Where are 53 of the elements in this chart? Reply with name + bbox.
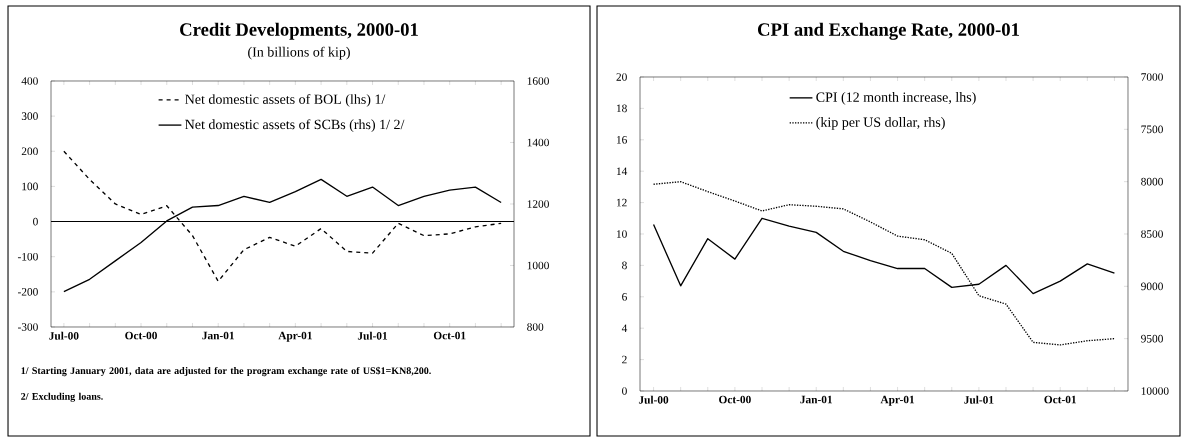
y-tick-label: 14	[616, 167, 628, 175]
y2-tick-label: 1000	[527, 261, 549, 270]
y-tick-label: -100	[17, 252, 38, 261]
legend-label: Net domestic assets of BOL (lhs) 1/	[185, 93, 386, 107]
y2-tick-label: 7500	[1141, 125, 1163, 134]
line-series	[652, 180, 1116, 346]
x-tick-label: Jul-01	[357, 331, 388, 340]
y-tick-label: 20	[616, 73, 627, 81]
x-tick-label: Jul-01	[964, 395, 994, 404]
y-tick-label: 18	[616, 104, 627, 113]
x-tick-label: Oct-01	[433, 331, 466, 340]
x-tick-label: Oct-00	[125, 331, 157, 340]
y-tick-label: 0	[33, 217, 38, 226]
y2-tick-label: 10000	[1141, 387, 1169, 395]
legend-label: CPI (12 month increase, lhs)	[816, 92, 976, 105]
x-tick-label: Apr-01	[278, 331, 312, 342]
x-tick-label: Apr-01	[880, 395, 915, 406]
y-tick-label: 100	[22, 182, 38, 191]
y2-tick-label: 9000	[1141, 282, 1163, 291]
y2-tick-label: 8500	[1141, 230, 1163, 238]
x-tick-label: Jul-00	[638, 395, 669, 404]
y-tick-label: -200	[17, 288, 38, 296]
y2-tick-label: 1400	[527, 138, 549, 147]
y-tick-label: -300	[17, 323, 38, 331]
x-tick-label: Oct-00	[719, 395, 751, 404]
text: 1/ Starting January 2001, data are adjusted for the program exchange rate of US$1=KN8,200.	[21, 366, 431, 377]
y2-tick-label: 8000	[1141, 177, 1163, 186]
chart-title: CPI and Exchange Rate, 2000-01	[757, 22, 1019, 40]
y-tick-label: 8	[622, 261, 627, 270]
y2-tick-label: 9500	[1141, 334, 1163, 343]
chart-subtitle: (In billions of kip)	[248, 46, 350, 60]
y2-tick-label: 1600	[527, 77, 549, 85]
y-tick-label: 16	[616, 135, 627, 144]
y-tick-label: 200	[21, 147, 38, 156]
y2-tick-label: 1200	[527, 200, 549, 208]
y-tick-label: 300	[21, 112, 38, 120]
x-tick-label: Jan-01	[202, 331, 234, 340]
y2-tick-label: 800	[527, 323, 544, 331]
y-tick-label: 2	[622, 355, 627, 364]
y-tick-label: 6	[622, 292, 627, 301]
y-tick-label: 0	[622, 387, 627, 395]
x-tick-label: Oct-01	[1044, 395, 1076, 404]
y-tick-label: 10	[616, 230, 627, 238]
text: 2/ Excluding loans.	[21, 392, 103, 402]
x-tick-label: Jul-00	[49, 331, 79, 340]
y2-tick-label: 7000	[1141, 73, 1163, 81]
y-tick-label: 4	[621, 324, 628, 332]
chart-title: Credit Developments, 2000-01	[180, 22, 418, 40]
y-tick-label: 12	[616, 198, 627, 207]
x-tick-label: Jan-01	[800, 395, 833, 404]
legend-label: (kip per US dollar, rhs)	[816, 117, 945, 130]
legend-label: Net domestic assets of SCBs (rhs) 1/ 2/	[185, 119, 405, 132]
y-tick-label: 400	[21, 77, 38, 85]
